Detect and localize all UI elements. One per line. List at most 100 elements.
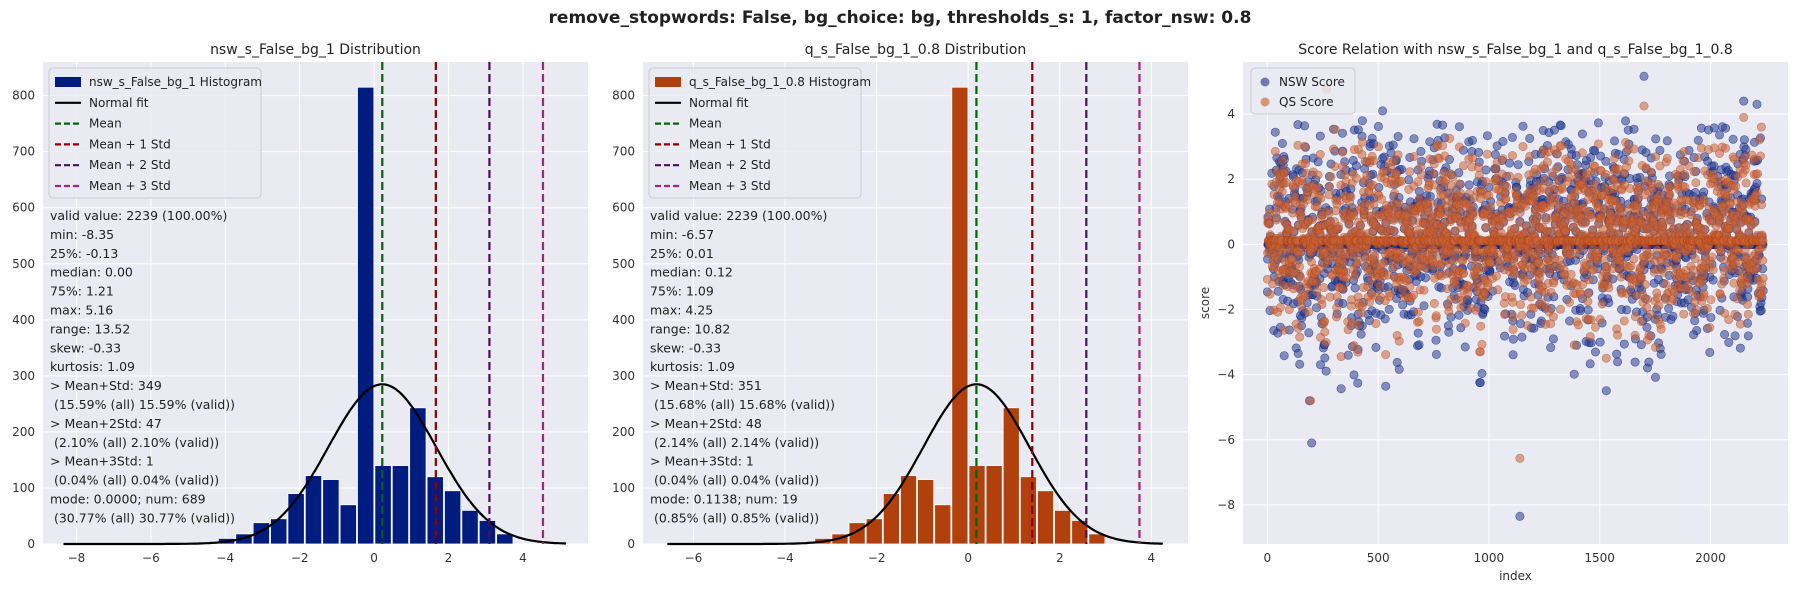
- scatter-point-qs: [1724, 315, 1734, 325]
- scatter-point-qs: [1344, 220, 1354, 230]
- scatter-point-qs: [1303, 195, 1313, 205]
- scatter-point-qs: [1471, 305, 1481, 315]
- scatter-point-qs: [1389, 262, 1399, 272]
- legend-label: nsw_s_False_bg_1 Histogram: [89, 75, 262, 89]
- scatter-point-qs: [1510, 224, 1520, 234]
- scatter-point-qs: [1593, 139, 1603, 149]
- scatter-point-qs: [1526, 292, 1536, 302]
- scatter-point-qs: [1306, 396, 1316, 406]
- y-tick-label: 800: [612, 89, 635, 103]
- scatter-point-nsw: [1431, 335, 1441, 345]
- scatter-point-qs: [1637, 272, 1647, 282]
- y-tick-label: 2: [1227, 172, 1235, 186]
- scatter-point-qs: [1706, 295, 1716, 305]
- scatter-point-qs: [1517, 310, 1527, 320]
- scatter-point-qs: [1665, 181, 1675, 191]
- scatter-point-qs: [1719, 273, 1729, 283]
- scatter-point-nsw: [1575, 306, 1585, 316]
- scatter-point-nsw: [1630, 357, 1640, 367]
- scatter-point-qs: [1312, 287, 1322, 297]
- scatter-point-qs: [1591, 322, 1601, 332]
- scatter-point-nsw: [1706, 313, 1716, 323]
- scatter-point-nsw: [1593, 118, 1603, 128]
- stat-line: kurtosis: 1.09: [650, 359, 735, 374]
- scatter-point-qs: [1754, 135, 1764, 145]
- histogram-bar: [357, 86, 375, 545]
- scatter-point-qs: [1365, 297, 1375, 307]
- stat-line: > Mean+3Std: 1: [50, 454, 154, 469]
- scatter-point-qs: [1363, 282, 1373, 292]
- scatter-point-qs: [1655, 161, 1665, 171]
- scatter-point-nsw: [1482, 131, 1492, 141]
- normal-fit-line: [667, 383, 1163, 546]
- scatter-point-nsw: [1556, 121, 1566, 131]
- grid-lines: [643, 62, 1188, 545]
- y-tick-label: −8: [1217, 498, 1235, 512]
- scatter-point-nsw: [1651, 134, 1661, 144]
- scatter-point-qs: [1438, 141, 1448, 151]
- scatter-point-nsw: [1743, 331, 1753, 341]
- scatter-point-qs: [1342, 273, 1352, 283]
- legend-label: Mean + 3 Std: [89, 179, 171, 193]
- scatter-point-qs: [1721, 143, 1731, 153]
- stats-text: valid value: 2239 (100.00%)min: -6.5725%…: [650, 208, 835, 525]
- stat-line: (2.14% (all) 2.14% (valid)): [650, 435, 819, 450]
- scatter-point-qs: [1680, 182, 1690, 192]
- scatter-point-qs: [1730, 309, 1740, 319]
- scatter-point-nsw: [1379, 152, 1389, 162]
- scatter-point-nsw: [1388, 140, 1398, 150]
- histogram-bar: [304, 475, 323, 545]
- scatter-point-qs: [1505, 171, 1515, 181]
- scatter-point-nsw: [1338, 128, 1348, 138]
- scatter-point-qs: [1508, 312, 1518, 322]
- scatter-point-qs: [1429, 180, 1439, 190]
- scatter-point-qs: [1468, 206, 1478, 216]
- scatter-point-nsw: [1468, 135, 1478, 145]
- scatter-point-nsw: [1591, 347, 1601, 357]
- stat-line: 75%: 1.21: [50, 284, 114, 299]
- scatter-point-qs: [1630, 312, 1640, 322]
- scatter-point-nsw: [1413, 328, 1423, 338]
- scatter-point-qs: [1542, 157, 1552, 167]
- scatter-point-qs: [1651, 342, 1661, 352]
- scatter-point-qs: [1272, 215, 1282, 225]
- scatter-point-qs: [1270, 146, 1280, 156]
- scatter-point-qs: [1329, 144, 1339, 154]
- scatter-point-nsw: [1336, 384, 1346, 394]
- histogram-bar: [900, 475, 917, 545]
- stat-line: max: 4.25: [650, 303, 713, 318]
- scatter-point-nsw: [1644, 357, 1654, 367]
- scatter-point-qs: [1315, 150, 1325, 160]
- scatter-point-qs: [1691, 178, 1701, 188]
- scatter-point-qs: [1690, 254, 1700, 264]
- scatter-point-nsw: [1639, 71, 1649, 81]
- y-tick-label: 200: [12, 425, 35, 439]
- scatter-point-qs: [1739, 152, 1749, 162]
- x-tick-label: −4: [216, 551, 234, 565]
- scatter-point-qs: [1658, 217, 1668, 227]
- scatter-point-qs: [1397, 176, 1407, 186]
- scatter-point-nsw: [1622, 305, 1632, 315]
- scatter-point-qs: [1312, 183, 1322, 193]
- scatter-point-qs: [1493, 285, 1503, 295]
- scatter-point-qs: [1425, 198, 1435, 208]
- scatter-point-qs: [1564, 172, 1574, 182]
- stat-line: 25%: -0.13: [50, 246, 118, 261]
- scatter-point-qs: [1735, 319, 1745, 329]
- scatter-point-nsw: [1477, 368, 1487, 378]
- scatter-point-nsw: [1752, 178, 1762, 188]
- scatter-point-qs: [1720, 308, 1730, 318]
- scatter-point-qs: [1715, 289, 1725, 299]
- scatter-point-qs: [1758, 273, 1768, 283]
- scatter-point-qs: [1265, 289, 1275, 299]
- scatter-point-qs: [1477, 339, 1487, 349]
- scatter-point-qs: [1552, 164, 1562, 174]
- scatter-point-qs: [1659, 267, 1669, 277]
- scatter-point-qs: [1409, 152, 1419, 162]
- scatter-point-qs: [1295, 262, 1305, 272]
- scatter-point-qs: [1672, 254, 1682, 264]
- scatter-point-qs: [1390, 188, 1400, 198]
- y-tick-label: 400: [12, 313, 35, 327]
- y-tick-label: 0: [627, 537, 635, 551]
- scatter-point-nsw: [1454, 122, 1464, 132]
